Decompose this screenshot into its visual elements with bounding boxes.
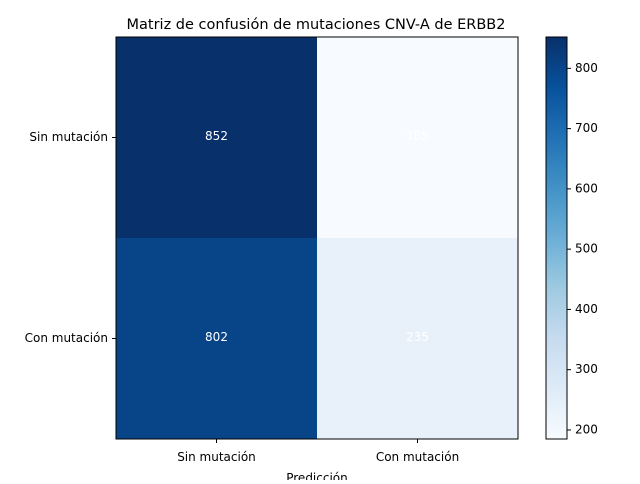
colorbar-tick-label: 400 [575, 302, 598, 316]
cell-value-r0-c1: 185 [406, 129, 429, 143]
heatmap-cell-r1-c0 [116, 238, 317, 439]
colorbar-tick-label: 600 [575, 181, 598, 195]
colorbar-tick-label: 300 [575, 362, 598, 376]
cell-value-r0-c0: 852 [205, 129, 228, 143]
cell-value-r1-c0: 802 [205, 330, 228, 344]
y-axis-ticks: Sin mutación Con mutación [25, 130, 116, 345]
heatmap-cell-labels: 852 185 802 235 [205, 129, 429, 344]
colorbar-tick-label: 800 [575, 61, 598, 75]
chart-title: Matriz de confusión de mutaciones CNV-A … [127, 17, 506, 33]
x-axis-ticks: Sin mutación Con mutación [177, 439, 459, 464]
heatmap-cell-r1-c1 [317, 238, 518, 439]
heatmap-cell-r0-c0 [116, 37, 317, 238]
heatmap-cell-r0-c1 [317, 37, 518, 238]
colorbar-tick-label: 700 [575, 121, 598, 135]
y-tick-label: Con mutación [25, 331, 108, 345]
cell-value-r1-c1: 235 [406, 330, 429, 344]
colorbar-tick-label: 500 [575, 242, 598, 256]
x-tick-label: Con mutación [376, 450, 459, 464]
colorbar [545, 36, 568, 440]
colorbar-tick-label: 200 [575, 422, 598, 436]
colorbar-ticks: 200 300 400 500 600 700 800 [567, 61, 598, 436]
x-axis-label: Predicción [286, 471, 348, 480]
heatmap-cells [116, 37, 518, 439]
plot-frame [115, 36, 519, 440]
y-tick-label: Sin mutación [29, 130, 108, 144]
x-tick-label: Sin mutación [177, 450, 256, 464]
